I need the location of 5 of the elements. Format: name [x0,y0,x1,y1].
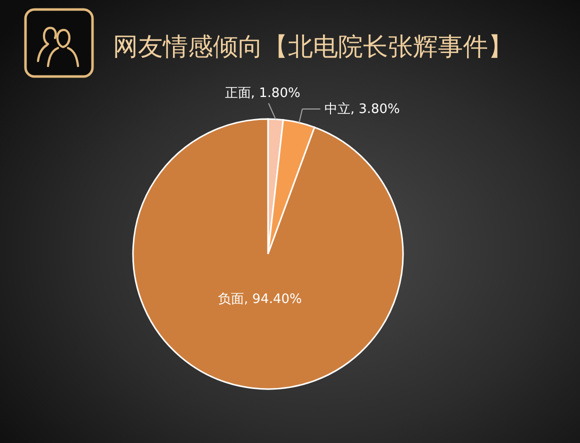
chart-title: 网友情感倾向【北电院长张辉事件】 [113,32,513,61]
pie-slice [132,118,404,390]
slice-label: 中立, 3.80% [324,101,400,118]
slice-label: 负面, 94.40% [218,292,302,308]
slice-label: 正面, 1.80% [224,86,300,102]
